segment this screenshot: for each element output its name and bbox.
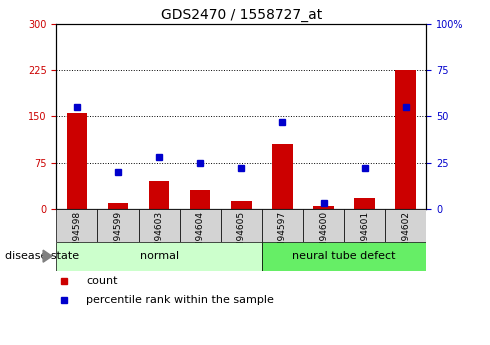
- Text: GSM94597: GSM94597: [278, 211, 287, 260]
- Bar: [385, 209, 426, 242]
- Bar: [190, 190, 211, 209]
- Text: percentile rank within the sample: percentile rank within the sample: [86, 295, 274, 305]
- Bar: [344, 209, 385, 242]
- Text: GSM94601: GSM94601: [360, 211, 369, 260]
- Bar: [354, 198, 375, 209]
- Text: GSM94600: GSM94600: [319, 211, 328, 260]
- Bar: [149, 181, 170, 209]
- Text: GSM94602: GSM94602: [401, 211, 410, 260]
- Text: GSM94598: GSM94598: [73, 211, 81, 260]
- Bar: [262, 209, 303, 242]
- Text: GSM94604: GSM94604: [196, 211, 205, 260]
- Bar: [395, 70, 416, 209]
- Bar: [139, 209, 180, 242]
- Text: count: count: [86, 276, 118, 286]
- Bar: [108, 203, 128, 209]
- Text: GSM94603: GSM94603: [155, 211, 164, 260]
- Bar: [231, 201, 251, 209]
- Bar: [56, 241, 262, 271]
- Text: GSM94599: GSM94599: [114, 211, 122, 260]
- Bar: [98, 209, 139, 242]
- Bar: [67, 114, 87, 209]
- Bar: [313, 206, 334, 209]
- Text: GSM94605: GSM94605: [237, 211, 246, 260]
- Text: neural tube defect: neural tube defect: [293, 251, 396, 261]
- Bar: [56, 209, 98, 242]
- Text: normal: normal: [140, 251, 179, 261]
- Bar: [303, 209, 344, 242]
- Bar: [180, 209, 221, 242]
- Text: disease state: disease state: [5, 251, 79, 261]
- Bar: [262, 241, 426, 271]
- Title: GDS2470 / 1558727_at: GDS2470 / 1558727_at: [161, 8, 322, 22]
- Bar: [272, 144, 293, 209]
- Bar: [221, 209, 262, 242]
